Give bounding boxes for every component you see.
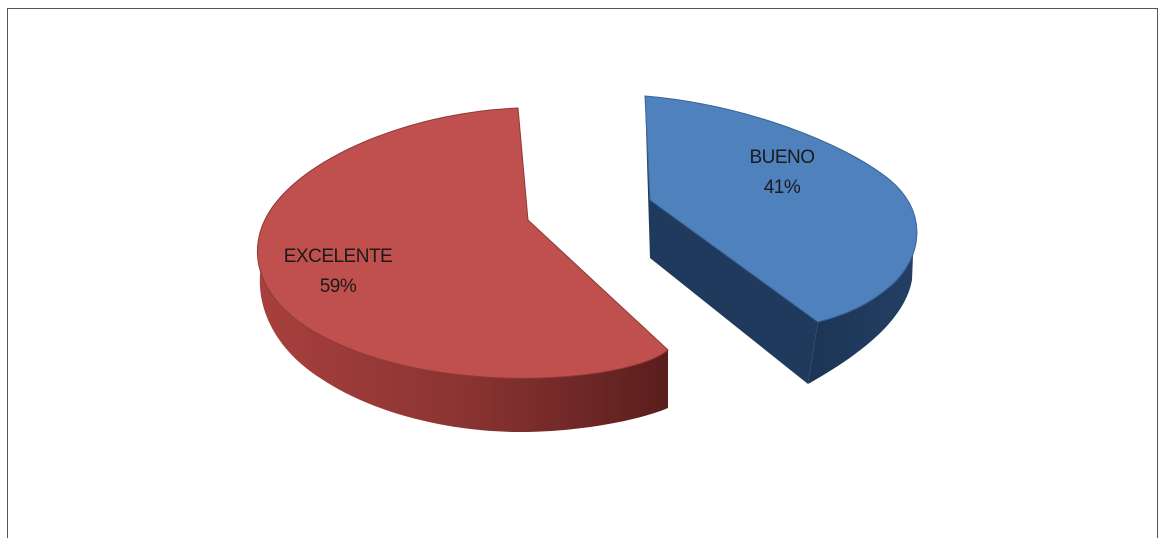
pie-slice-bueno-side: [808, 232, 914, 384]
slice-label-excelente: EXCELENTE: [284, 246, 392, 267]
pie-slice-excelente-side: [259, 262, 668, 432]
slice-value-bueno: 41%: [764, 177, 801, 198]
pie-slice-bueno-top: [645, 96, 917, 322]
pie-slice-bueno: [644, 95, 918, 384]
slice-value-excelente: 59%: [320, 276, 357, 297]
pie-slice-excelente-top: [257, 108, 668, 379]
pie-slice-excelente: [256, 107, 669, 432]
slice-label-bueno: BUENO: [749, 147, 814, 168]
